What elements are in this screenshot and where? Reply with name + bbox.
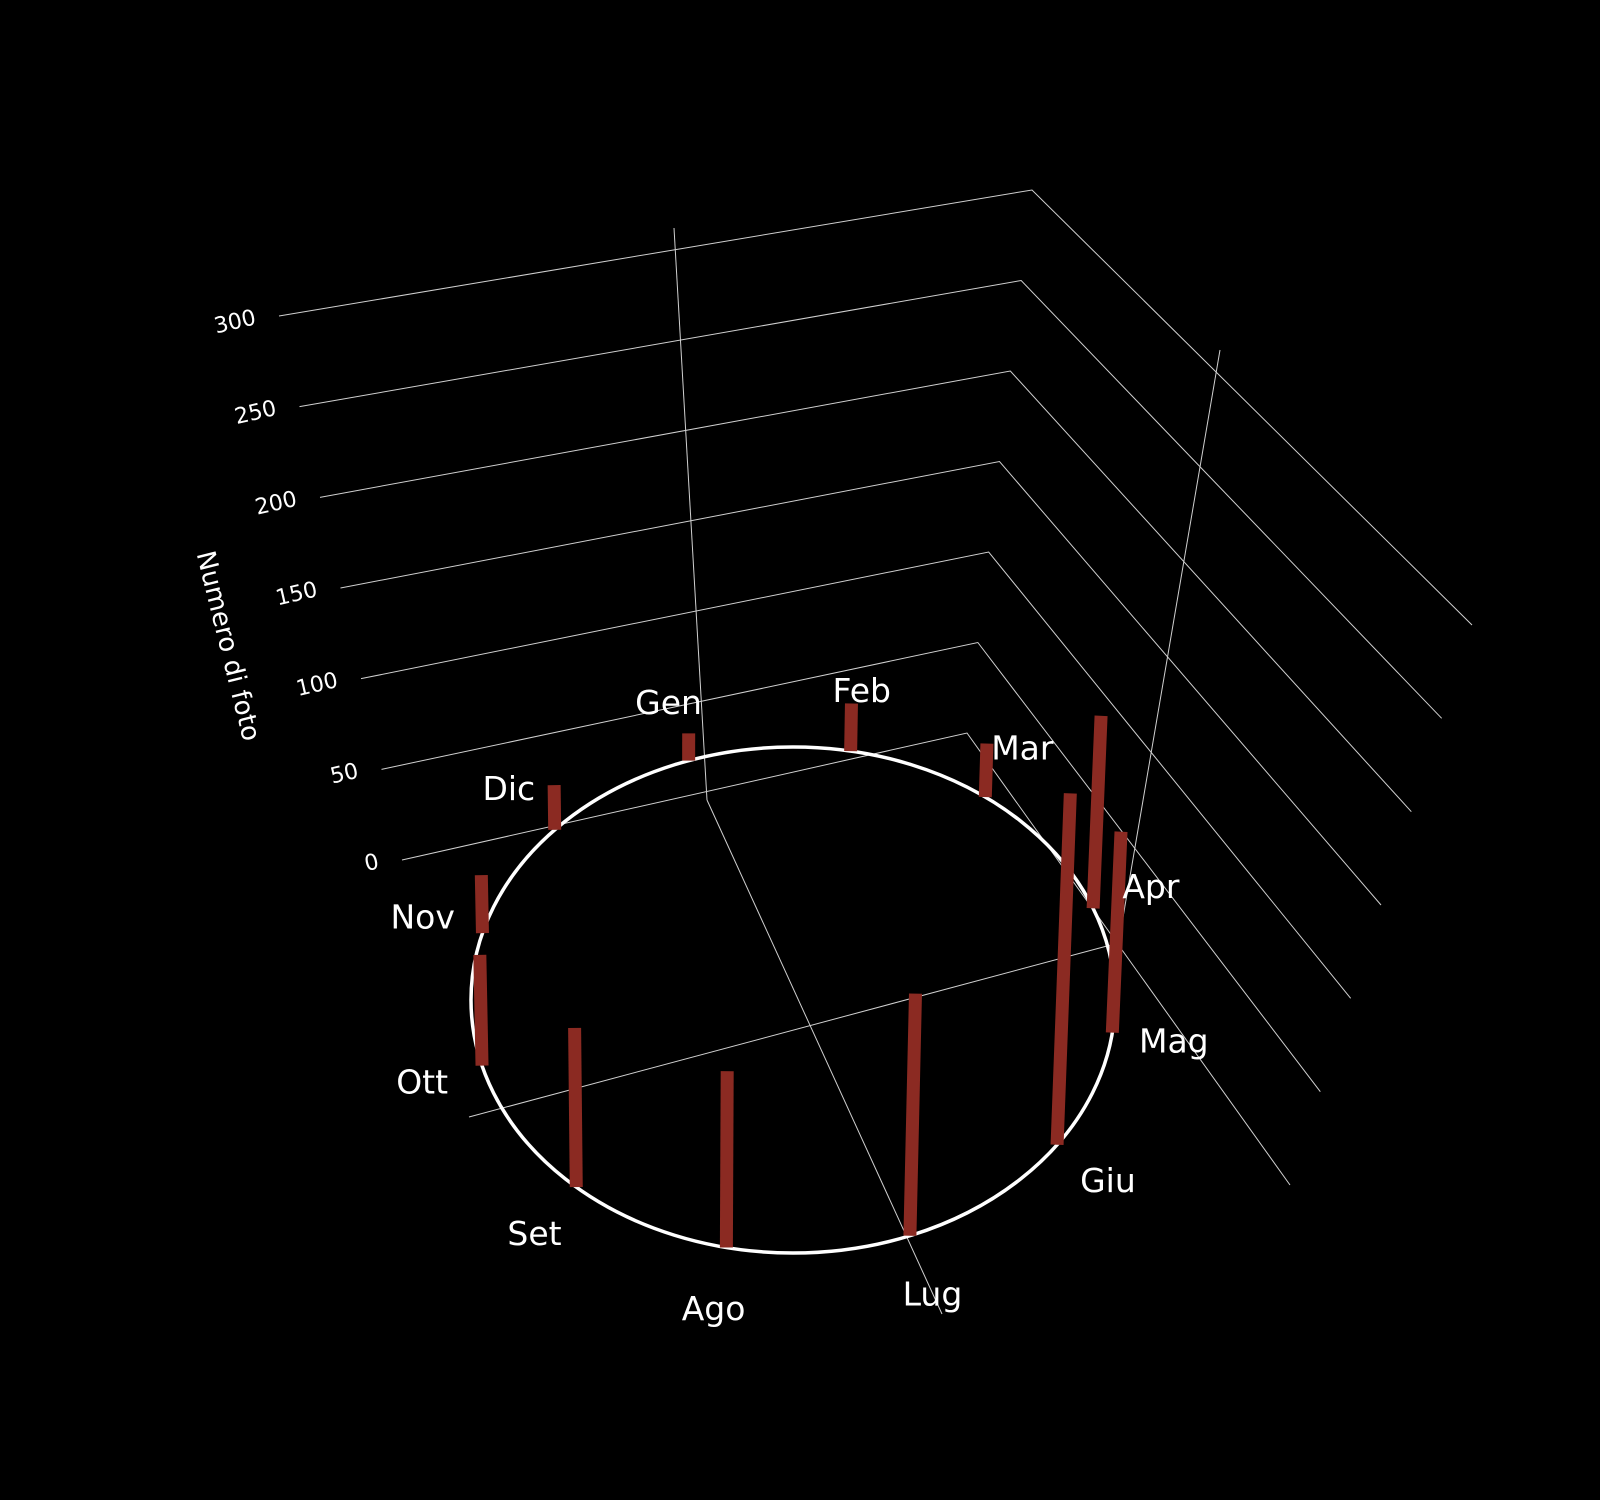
bar-dic [547,785,562,830]
month-label-mar: Mar [991,728,1054,767]
gridline [401,732,1291,1186]
bar-feb [844,703,858,752]
bar-ott [473,954,489,1066]
bar-apr [1086,715,1108,909]
gridline [299,279,1443,719]
gridline [360,551,1352,999]
month-label-feb: Feb [833,671,891,710]
month-label-set: Set [507,1214,561,1253]
y-tick-label: 250 [232,396,279,430]
axis-line [673,227,708,801]
bar-lug [903,993,922,1236]
y-tick-label: 50 [328,759,361,790]
bar-mar [978,743,994,798]
bar-giu [1050,793,1077,1146]
month-label-ago: Ago [682,1289,746,1328]
y-tick-label: 100 [294,668,341,702]
y-axis-title: Numero di foto [190,548,266,744]
y-tick-labels: 0 50 100 150 200 250 300 [212,305,382,877]
bars [473,703,1128,1248]
month-label-nov: Nov [390,898,454,937]
month-label-apr: Apr [1122,867,1180,906]
axis-line [468,941,1123,1118]
month-label-gen: Gen [635,683,702,722]
bar-set [568,1027,583,1188]
gridline [319,370,1412,813]
gridline [381,641,1321,1092]
gridline [340,460,1382,906]
bar-nov [474,875,489,934]
month-label-lug: Lug [903,1275,963,1314]
month-label-ott: Ott [396,1063,448,1102]
month-labels: Gen Feb Mar Apr Mag Giu Lug Ago Set Ott Nov Dic [390,671,1208,1328]
axis-line [1119,349,1221,936]
month-label-mag: Mag [1139,1022,1209,1061]
y-tick-label: 200 [253,487,300,521]
bar-ago [719,1071,734,1248]
y-tick-label: 300 [212,305,259,339]
axis-line [706,799,943,1315]
gridline [278,189,1473,626]
month-label-dic: Dic [482,769,535,808]
month-label-giu: Giu [1080,1161,1136,1200]
y-tick-label: 0 [362,849,381,877]
y-tick-label: 150 [273,577,320,611]
gridlines [278,189,1473,1186]
bar-mag [1105,831,1128,1033]
